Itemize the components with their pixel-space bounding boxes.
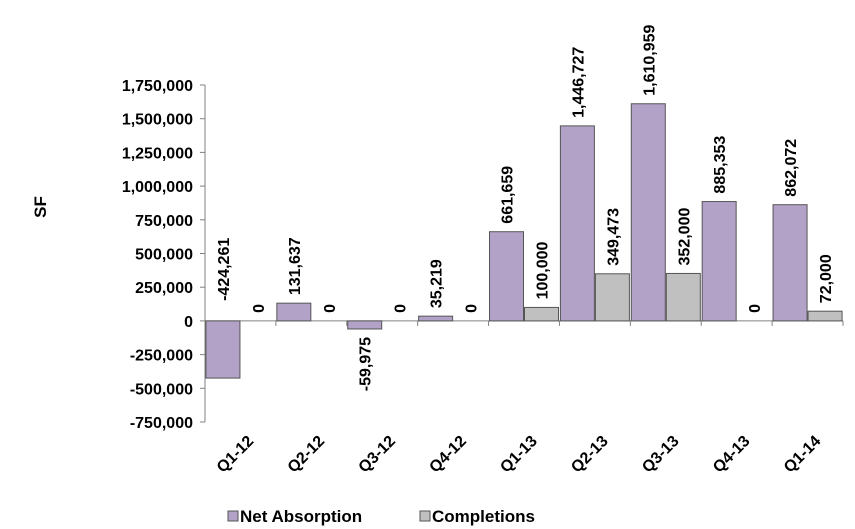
x-tick-label: Q2-13 <box>568 433 612 477</box>
net-absorption-data-label: 1,610,959 <box>641 24 658 95</box>
net-absorption-bar <box>772 204 808 322</box>
y-tick-label: -250,000 <box>130 348 193 365</box>
y-tick-label: 1,000,000 <box>122 179 193 196</box>
completions-data-label: 0 <box>747 304 764 313</box>
x-tick-label: Q1-12 <box>214 433 258 477</box>
net-absorption-data-label: 661,659 <box>500 166 517 224</box>
net-absorption-data-label: -59,975 <box>358 337 375 391</box>
completions-data-label: 0 <box>393 304 410 313</box>
legend-swatch-completions <box>419 510 431 522</box>
net-absorption-bar <box>559 125 595 322</box>
net-absorption-bar <box>418 315 454 322</box>
legend-swatch-net-absorption <box>227 510 239 522</box>
net-absorption-bar <box>347 320 383 330</box>
completions-data-label: 0 <box>251 304 268 313</box>
net-absorption-data-label: 131,637 <box>287 237 304 295</box>
x-tick-label: Q3-12 <box>356 433 400 477</box>
net-absorption-data-label: 862,072 <box>783 139 800 197</box>
y-tick-label: 1,250,000 <box>122 145 193 162</box>
x-tick-label: Q1-13 <box>497 433 541 477</box>
completions-data-label: 0 <box>464 304 481 313</box>
x-tick-label: Q2-12 <box>285 433 329 477</box>
completions-data-label: 100,000 <box>535 241 552 299</box>
net-absorption-bar <box>630 103 666 322</box>
net-absorption-data-label: -424,261 <box>216 238 233 301</box>
x-tick-label: Q1-14 <box>781 433 825 477</box>
y-tick-label: 1,750,000 <box>122 78 193 95</box>
net-absorption-bar <box>489 231 524 322</box>
y-tick-label: 0 <box>184 314 193 331</box>
completions-bar <box>807 310 843 322</box>
net-absorption-bar <box>205 320 241 379</box>
y-tick-label: 750,000 <box>135 213 193 230</box>
x-tick-label: Q3-13 <box>639 433 683 477</box>
completions-data-label: 352,000 <box>676 208 693 266</box>
x-tick-label: Q4-13 <box>710 433 754 477</box>
y-tick-label: 500,000 <box>135 247 193 264</box>
net-absorption-data-label: 35,219 <box>429 259 446 308</box>
y-tick-label: -500,000 <box>130 381 193 398</box>
completions-data-label: 349,473 <box>605 208 622 266</box>
completions-bar <box>594 273 630 322</box>
completions-bar <box>665 272 701 322</box>
completions-data-label: 0 <box>322 304 339 313</box>
y-tick-label: 250,000 <box>135 280 193 297</box>
completions-bar <box>524 306 559 322</box>
legend: Net Absorption Completions <box>227 507 535 526</box>
net-absorption-data-label: 1,446,727 <box>570 47 587 118</box>
x-tick-label: Q4-12 <box>426 433 470 477</box>
legend-label-completions: Completions <box>432 507 535 526</box>
net-absorption-bar <box>276 302 312 322</box>
completions-data-label: 72,000 <box>818 254 835 303</box>
y-axis-title: SF <box>31 196 50 218</box>
net-absorption-data-label: 885,353 <box>712 136 729 194</box>
net-absorption-bar <box>701 201 737 322</box>
y-tick-label: -750,000 <box>130 415 193 432</box>
plot-area: 1,750,000 1,500,000 1,250,000 1,000,000 750,… <box>122 24 844 477</box>
legend-label-net-absorption: Net Absorption <box>240 507 362 526</box>
y-tick-label: 1,500,000 <box>122 112 193 129</box>
